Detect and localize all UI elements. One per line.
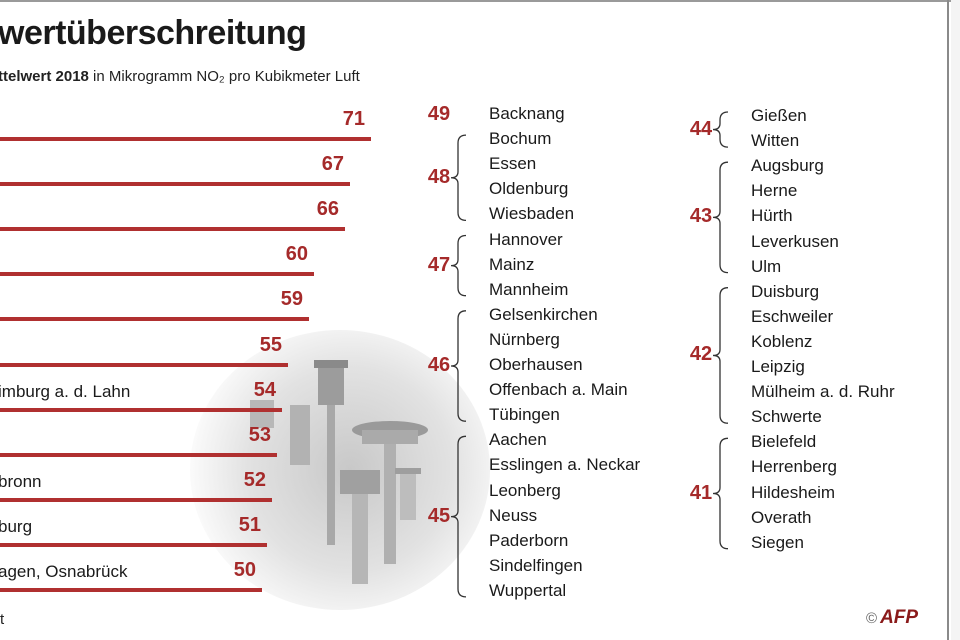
subtitle-bold: ttelwert 2018 — [0, 68, 89, 85]
city-name: Gießen — [751, 106, 807, 125]
bar-category-label: burg — [0, 516, 33, 536]
frame-right-border — [947, 0, 949, 640]
group-value-label: 48 — [427, 165, 451, 188]
source-note: t — [0, 611, 5, 628]
city-name: Esslingen a. Neckar — [489, 455, 641, 475]
city-name: Nürnberg — [489, 329, 560, 349]
bar-value-label: 50 — [233, 559, 256, 581]
group-value-label: 45 — [427, 504, 451, 527]
bar — [0, 272, 314, 277]
city-name: Paderborn — [489, 530, 569, 550]
group-value-label: 46 — [427, 354, 451, 376]
city-name: Hannover — [489, 229, 563, 249]
frame-right-margin — [951, 0, 960, 640]
city-name: Leipzig — [751, 357, 805, 376]
bar — [0, 407, 282, 412]
city-name: Herrenberg — [751, 457, 837, 477]
city-name: Herne — [751, 181, 798, 201]
city-name: Leverkusen — [751, 231, 839, 251]
city-name: Bielefeld — [751, 432, 817, 452]
city-name: Oberhausen — [489, 355, 583, 374]
city-name: Aachen — [489, 430, 547, 450]
group-value-label: 44 — [689, 117, 713, 140]
city-name: Mainz — [489, 254, 535, 274]
subtitle-unit: in Mikrogramm NO₂ pro Kubikmeter Luft — [88, 68, 360, 85]
bar — [0, 227, 345, 232]
bar-value-label: 51 — [238, 513, 261, 536]
bar-value-label: 54 — [253, 378, 276, 401]
city-name: Offenbach a. Main — [489, 380, 628, 400]
bar — [0, 588, 262, 592]
frame-top-border — [0, 0, 960, 2]
bar-category-label: bronn — [0, 471, 42, 491]
bar-value-label: 67 — [321, 153, 344, 176]
bar — [0, 362, 288, 367]
city-name: Hürth — [751, 206, 793, 226]
bar-value-label: 52 — [243, 468, 266, 491]
city-name: Mannheim — [489, 279, 569, 299]
bar — [0, 317, 309, 322]
city-name: Tübingen — [489, 405, 560, 425]
bar-value-label: 66 — [316, 198, 339, 221]
bar-value-label: 53 — [248, 423, 271, 446]
city-name: Hildesheim — [751, 482, 836, 502]
city-name: Wuppertal — [489, 580, 567, 600]
city-name: Mülheim a. d. Ruhr — [751, 382, 895, 402]
city-name: Bochum — [489, 129, 552, 149]
group-value-label: 41 — [689, 481, 713, 504]
bar — [0, 542, 267, 547]
afp-logo: © AFP — [866, 607, 918, 629]
city-name: Leonberg — [489, 480, 561, 500]
bar — [0, 182, 350, 187]
bar — [0, 137, 371, 141]
bar-category-label: agen, Osnabrück — [0, 562, 128, 581]
bar — [0, 497, 272, 502]
city-name: Wiesbaden — [489, 204, 575, 224]
city-name: Neuss — [489, 505, 538, 525]
group-value-label: 49 — [427, 103, 451, 125]
city-name: Overath — [751, 507, 812, 527]
city-name: Gelsenkirchen — [489, 304, 598, 324]
bar-category-label: imburg a. d. Lahn — [0, 381, 131, 401]
bar-value-label: 71 — [342, 108, 365, 130]
city-name: Oldenburg — [489, 179, 569, 199]
chart-title: wertüberschreitung — [0, 14, 307, 52]
bar — [0, 452, 277, 457]
city-name: Witten — [751, 131, 800, 151]
bar-value-label: 59 — [280, 288, 303, 311]
copyright-symbol: © — [866, 610, 878, 627]
city-name: Koblenz — [751, 331, 813, 351]
chart-subtitle: ttelwert 2018 in Mikrogramm NO₂ pro Kubi… — [0, 68, 360, 85]
city-name: Schwerte — [751, 407, 822, 427]
city-name: Siegen — [751, 532, 804, 552]
bar-value-label: 55 — [259, 333, 282, 356]
city-name: Eschweiler — [751, 306, 834, 326]
bar-value-label: 60 — [285, 243, 308, 266]
group-value-label: 47 — [427, 253, 451, 276]
city-name: Ulm — [751, 256, 782, 276]
city-name: Duisburg — [751, 281, 820, 301]
city-name: Essen — [489, 154, 537, 174]
group-value-label: 42 — [689, 343, 713, 366]
afp-credit: AFP — [880, 607, 919, 628]
city-name: Backnang — [489, 104, 565, 123]
city-name: Augsburg — [751, 156, 824, 176]
group-value-label: 43 — [689, 205, 713, 228]
city-name: Sindelfingen — [489, 555, 583, 575]
